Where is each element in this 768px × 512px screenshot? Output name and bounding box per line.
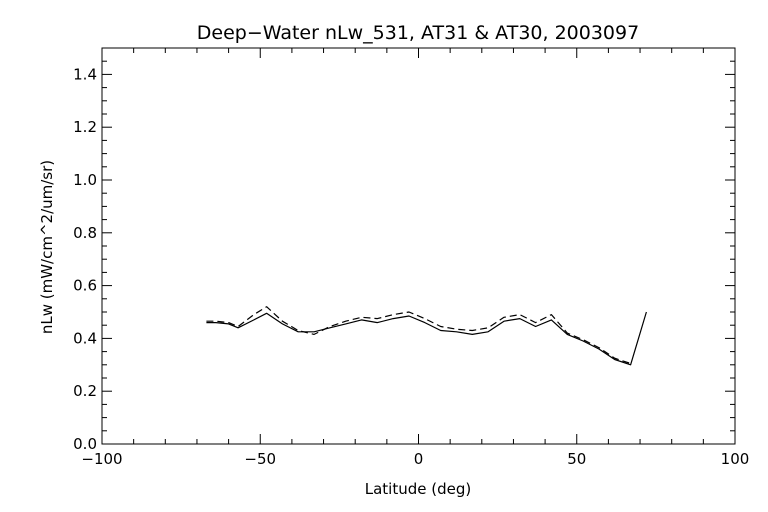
x-axis-label: Latitude (deg): [365, 480, 471, 498]
y-tick-label: 0.4: [73, 329, 97, 347]
y-tick-label: 0.8: [73, 224, 97, 242]
y-tick-label: 0.6: [73, 277, 97, 295]
x-tick-label: 0: [414, 450, 424, 468]
x-tick-label: −50: [244, 450, 276, 468]
y-tick-label: 0.0: [73, 435, 97, 453]
y-axis-label: nLw (mW/cm^2/um/sr): [38, 160, 56, 334]
x-tick-label: 100: [721, 450, 750, 468]
series-layer: [206, 306, 647, 366]
x-tick-label: −100: [81, 450, 122, 468]
y-tick-label: 1.4: [73, 65, 97, 83]
y-tick-label: 1.2: [73, 118, 97, 136]
chart-title: Deep−Water nLw_531, AT31 & AT30, 2003097: [197, 22, 639, 44]
plot-axes: −100 −50 0 50 100 0.0 0.2 0.4 0.6 0.8 1.0 1.2 1.4: [73, 47, 750, 468]
y-tick-label: 0.2: [73, 382, 97, 400]
series-line-dashed: [206, 306, 631, 365]
series-line-solid: [206, 311, 647, 366]
plot-frame: [101, 47, 736, 445]
x-tick-label: 50: [567, 450, 586, 468]
y-tick-label: 1.0: [73, 171, 97, 189]
